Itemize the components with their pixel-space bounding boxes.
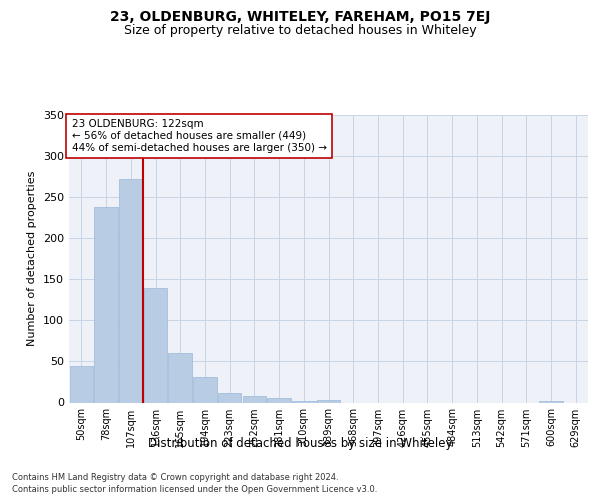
Text: Contains HM Land Registry data © Crown copyright and database right 2024.: Contains HM Land Registry data © Crown c… (12, 472, 338, 482)
Text: Distribution of detached houses by size in Whiteley: Distribution of detached houses by size … (148, 438, 452, 450)
Bar (317, 400, 340, 402)
Bar (292, 401, 316, 402)
Bar (94, 207, 118, 402)
Text: 23 OLDENBURG: 122sqm
← 56% of detached houses are smaller (449)
44% of semi-deta: 23 OLDENBURG: 122sqm ← 56% of detached h… (71, 120, 326, 152)
Text: 23, OLDENBURG, WHITELEY, FAREHAM, PO15 7EJ: 23, OLDENBURG, WHITELEY, FAREHAM, PO15 7… (110, 10, 490, 24)
Y-axis label: Number of detached properties: Number of detached properties (28, 171, 37, 346)
Bar (242, 396, 266, 402)
Bar (144, 288, 167, 403)
Bar (169, 353, 192, 403)
Bar (539, 401, 563, 402)
Text: Size of property relative to detached houses in Whiteley: Size of property relative to detached ho… (124, 24, 476, 37)
Bar (193, 377, 217, 402)
Bar (119, 179, 143, 402)
Bar (218, 394, 241, 402)
Bar (70, 366, 93, 402)
Text: Contains public sector information licensed under the Open Government Licence v3: Contains public sector information licen… (12, 485, 377, 494)
Bar (268, 398, 291, 402)
